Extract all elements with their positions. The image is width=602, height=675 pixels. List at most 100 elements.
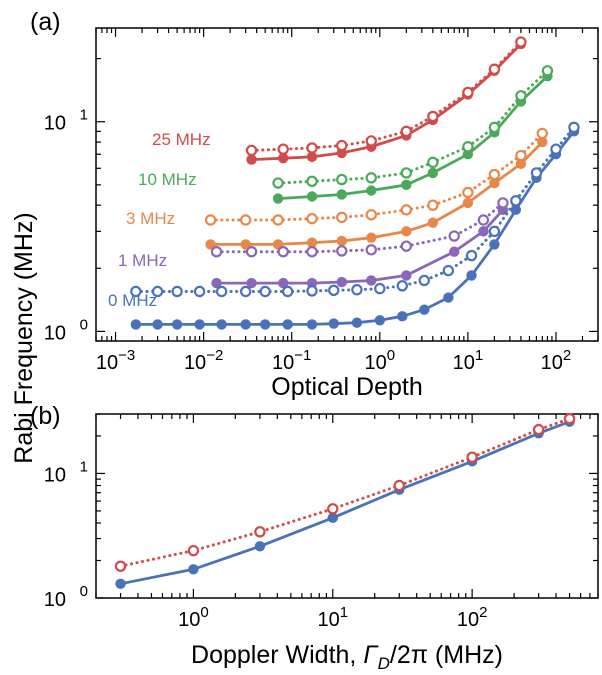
series-label: 10 MHz: [138, 170, 197, 189]
data-point-open: [306, 175, 318, 187]
data-point-filled: [259, 319, 271, 330]
data-point-open: [488, 121, 501, 134]
data-point-open: [187, 544, 200, 557]
data-point-open: [400, 240, 413, 252]
data-point-filled: [336, 189, 347, 200]
data-point-filled: [130, 319, 142, 330]
series-line: [119, 420, 571, 586]
data-point-open: [365, 135, 377, 147]
data-point-filled: [306, 277, 318, 289]
data-point-open: [351, 284, 363, 296]
data-point-open: [477, 214, 490, 226]
data-point-open: [245, 144, 258, 157]
series-line: [215, 201, 505, 254]
data-point-open: [336, 173, 348, 186]
data-point-open: [272, 177, 284, 189]
series-line: [276, 74, 549, 200]
data-point-open: [530, 167, 543, 179]
data-point-open: [515, 36, 527, 48]
data-point-open: [328, 284, 340, 297]
data-point-open: [515, 149, 527, 162]
x-tick-label: 101: [317, 604, 348, 631]
data-point-filled: [427, 217, 439, 228]
data-point-open: [541, 65, 554, 77]
panel-a-label: (a): [30, 8, 61, 36]
data-point-open: [245, 245, 258, 258]
data-point-open: [374, 282, 386, 295]
data-point-open: [215, 285, 228, 298]
data-point-open: [210, 245, 223, 258]
data-point-open: [130, 285, 142, 298]
series-label: 0 MHz: [108, 291, 157, 310]
data-point-filled: [401, 226, 412, 237]
panel-b-xlabel: Doppler Width, ΓD/2π (MHz): [191, 641, 503, 673]
data-point-open: [272, 214, 284, 226]
data-point-filled: [240, 319, 251, 330]
data-point-open: [465, 249, 478, 262]
data-point-open: [497, 197, 509, 209]
data-point-open: [488, 168, 501, 181]
data-point-open: [427, 156, 439, 169]
data-point-open: [488, 225, 501, 238]
data-point-open: [536, 127, 549, 140]
x-tick-label: 100: [365, 347, 396, 374]
data-point-open: [114, 560, 127, 572]
data-point-open: [515, 90, 527, 102]
data-point-filled: [374, 315, 386, 326]
data-point-filled: [216, 319, 227, 330]
data-point-filled: [401, 179, 412, 191]
panel-a-xlabel: Optical Depth: [271, 373, 422, 401]
data-point-filled: [194, 319, 205, 330]
data-point-filled: [246, 277, 257, 289]
data-point-open: [563, 413, 576, 425]
data-point-open: [418, 274, 430, 287]
data-point-filled: [419, 304, 430, 315]
panel-b-label: (b): [30, 402, 61, 430]
data-point-filled: [351, 317, 363, 328]
panel-b-xlabel-gamma: Γ: [363, 641, 379, 669]
data-point-open: [393, 479, 405, 492]
data-point-open: [306, 142, 318, 154]
series-line: [250, 40, 523, 152]
data-point-open: [365, 172, 377, 184]
data-point-filled: [152, 319, 163, 330]
data-point-open: [239, 214, 252, 226]
data-point-open: [510, 195, 522, 207]
data-point-open: [306, 212, 318, 225]
series-label: 1 MHz: [118, 251, 167, 270]
panel-a-plot: 25 MHz 10 MHz 3 MHz 1 MHz 0 MHz: [108, 36, 580, 330]
data-point-filled: [306, 237, 318, 248]
series-label: 25 MHz: [152, 130, 211, 149]
data-point-open: [568, 121, 580, 134]
series-line: [215, 208, 505, 285]
data-point-filled: [115, 578, 126, 590]
data-point-open: [336, 139, 348, 152]
data-point-open: [488, 63, 501, 75]
data-point-filled: [272, 193, 284, 204]
x-tick-label: 101: [453, 347, 484, 374]
y-tick-label: 10 1: [44, 458, 88, 486]
data-point-filled: [366, 185, 377, 196]
data-point-open: [204, 214, 217, 226]
shared-ylabel: Rabi Frequency (MHz): [10, 212, 38, 463]
data-point-filled: [277, 153, 289, 164]
data-point-open: [442, 264, 455, 277]
data-point-filled: [306, 191, 318, 202]
panel-b-frame: [95, 413, 599, 599]
series-line: [134, 125, 576, 293]
data-point-filled: [537, 136, 548, 148]
y-tick-label: 10 0: [44, 316, 88, 344]
data-point-filled: [306, 151, 318, 163]
data-point-open: [400, 167, 413, 179]
data-point-filled: [489, 177, 500, 189]
data-point-open: [336, 245, 348, 257]
data-point-open: [259, 285, 271, 298]
data-point-filled: [211, 277, 222, 289]
data-point-filled: [306, 319, 318, 330]
x-tick-label: 10−3: [96, 347, 135, 374]
data-point-open: [281, 285, 294, 298]
data-point-open: [400, 204, 413, 216]
data-point-open: [306, 285, 318, 297]
data-point-filled: [515, 158, 527, 170]
